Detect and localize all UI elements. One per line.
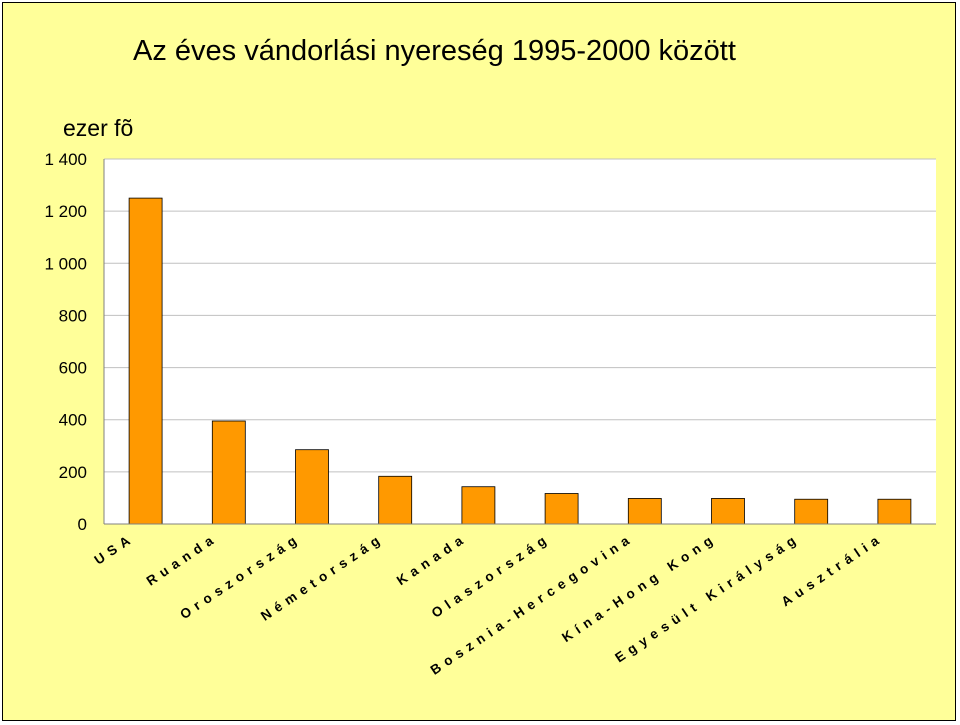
y-tick-label: 1 200 (44, 202, 87, 221)
bar (711, 498, 745, 525)
axes (103, 159, 936, 525)
y-tick-label: 1 000 (44, 254, 87, 273)
x-tick-label: Kanada (394, 530, 470, 588)
y-tick-label: 400 (59, 411, 87, 430)
y-axis-unit-label: ezer fõ (63, 115, 134, 141)
chart-title: Az éves vándorlási nyereség 1995-2000 kö… (133, 35, 736, 67)
bar (877, 498, 912, 525)
x-tick-label: USA (92, 530, 138, 568)
bar (211, 420, 246, 525)
bars (128, 197, 912, 525)
x-tick-label: Kína-Hong Kong (559, 530, 720, 645)
y-tick-label: 200 (59, 463, 87, 482)
bar (295, 449, 329, 525)
y-tick-label: 0 (78, 515, 87, 534)
y-tick-label: 1 400 (44, 150, 87, 169)
bar (461, 486, 496, 525)
bar (128, 197, 163, 525)
bar (794, 498, 829, 525)
y-tick-label: 600 (59, 359, 87, 378)
bar (544, 493, 579, 525)
bar (627, 498, 662, 525)
y-tick-labels: 0 200 400 600 800 1 000 1 200 1 400 (44, 150, 87, 534)
y-tick-label: 800 (59, 306, 87, 325)
x-tick-label: Ruanda (144, 530, 221, 589)
bar (378, 475, 413, 525)
